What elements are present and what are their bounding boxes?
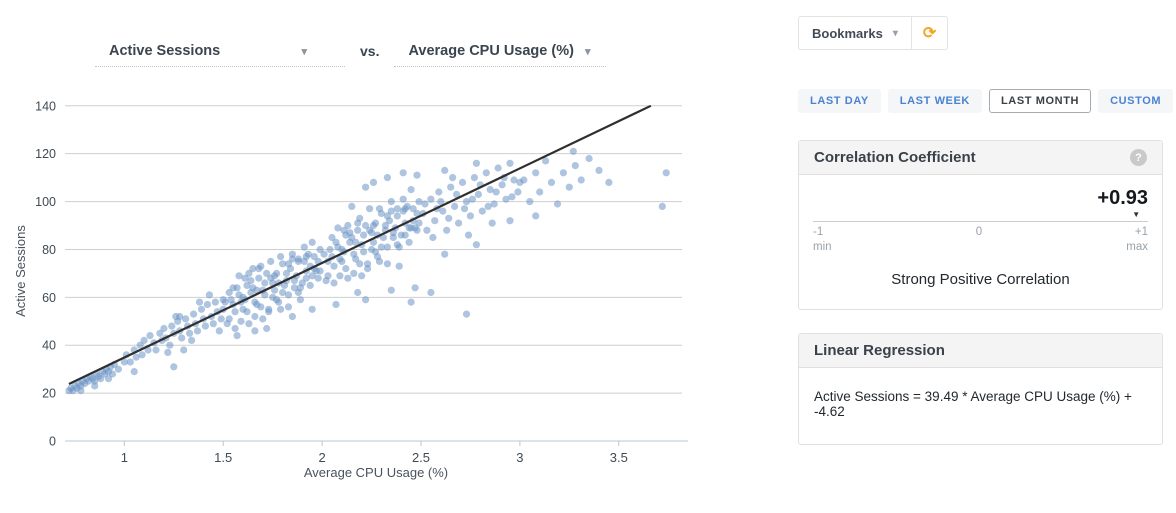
chart-panel: Active Sessions ▾ vs. Average CPU Usage … — [13, 40, 688, 480]
scale-min-label: -1 — [813, 226, 824, 238]
tab-last-day[interactable]: LAST DAY — [798, 89, 881, 113]
vs-label: vs. — [360, 43, 380, 59]
help-icon[interactable]: ? — [1130, 149, 1147, 166]
bookmarks-button[interactable]: Bookmarks ▾ — [799, 17, 911, 49]
y-metric-dropdown[interactable]: Average CPU Usage (%) ▾ — [394, 40, 607, 67]
regression-formula: Active Sessions = 39.49 * Average CPU Us… — [814, 389, 1132, 419]
correlation-marker-icon: ▼ — [1132, 210, 1141, 219]
correlation-value: +0.93 — [1097, 187, 1148, 209]
regression-line — [68, 104, 652, 385]
tab-last-week[interactable]: LAST WEEK — [887, 89, 982, 113]
scale-mid-label: 0 — [975, 226, 983, 238]
x-axis-title: Average CPU Usage (%) — [304, 465, 448, 480]
refresh-button[interactable]: ⟳ — [910, 17, 947, 49]
svg-text:1: 1 — [121, 450, 128, 465]
svg-text:140: 140 — [35, 99, 56, 113]
scatter-plot: 0 20 40 60 80 100 120 140 1 1.5 2 2.5 3 3.5 Active S… — [13, 99, 688, 480]
tab-custom[interactable]: CUSTOM — [1098, 89, 1174, 113]
x-metric-dropdown[interactable]: Active Sessions ▾ — [95, 40, 345, 67]
correlation-panel: Correlation Coefficient ? +0.93 ▼ -1 min… — [798, 140, 1163, 310]
correlation-panel-header: Correlation Coefficient ? — [799, 141, 1162, 175]
scale-min-sub: min — [813, 240, 832, 253]
chevron-down-icon: ▾ — [584, 45, 591, 58]
bookmarks-label: Bookmarks — [812, 25, 883, 41]
bookmarks-control: Bookmarks ▾ ⟳ — [798, 16, 949, 50]
svg-text:2: 2 — [318, 450, 325, 465]
svg-text:0: 0 — [49, 435, 56, 449]
svg-text:60: 60 — [42, 291, 56, 305]
axis-lines — [65, 440, 688, 446]
svg-text:3.5: 3.5 — [610, 450, 628, 465]
regression-panel-header: Linear Regression — [799, 334, 1162, 368]
y-axis-title: Active Sessions — [13, 225, 28, 317]
svg-text:20: 20 — [42, 387, 56, 401]
time-range-tabs: LAST DAY LAST WEEK LAST MONTH CUSTOM — [798, 89, 1174, 113]
scale-max-sub: max — [1126, 240, 1148, 253]
metric-selectors: Active Sessions ▾ vs. Average CPU Usage … — [95, 40, 607, 67]
svg-text:2.5: 2.5 — [412, 450, 430, 465]
correlation-description: Strong Positive Correlation — [891, 270, 1070, 288]
y-metric-label: Average CPU Usage (%) — [408, 43, 574, 59]
svg-text:3: 3 — [516, 450, 523, 465]
chevron-down-icon: ▾ — [892, 27, 898, 39]
tab-last-month[interactable]: LAST MONTH — [988, 89, 1092, 113]
refresh-icon: ⟳ — [922, 25, 937, 42]
scatter-points — [65, 147, 670, 395]
y-tick-labels: 0 20 40 60 80 100 120 140 — [35, 99, 56, 448]
svg-text:120: 120 — [35, 147, 56, 161]
x-tick-labels: 1 1.5 2 2.5 3 3.5 — [121, 450, 628, 465]
svg-text:80: 80 — [42, 243, 56, 257]
correlation-scale: -1 min 0 +1 max — [813, 221, 1148, 255]
chevron-down-icon: ▾ — [301, 45, 307, 58]
correlation-title: Correlation Coefficient — [814, 149, 976, 166]
scale-max-label: +1 — [1134, 226, 1148, 238]
x-metric-label: Active Sessions — [109, 43, 221, 59]
svg-text:100: 100 — [35, 195, 56, 209]
regression-title: Linear Regression — [814, 342, 945, 359]
correlation-body: +0.93 ▼ -1 min 0 +1 max Strong Positive … — [799, 175, 1162, 306]
svg-text:40: 40 — [42, 339, 56, 353]
regression-panel: Linear Regression Active Sessions = 39.4… — [798, 333, 1163, 445]
svg-text:1.5: 1.5 — [214, 450, 232, 465]
